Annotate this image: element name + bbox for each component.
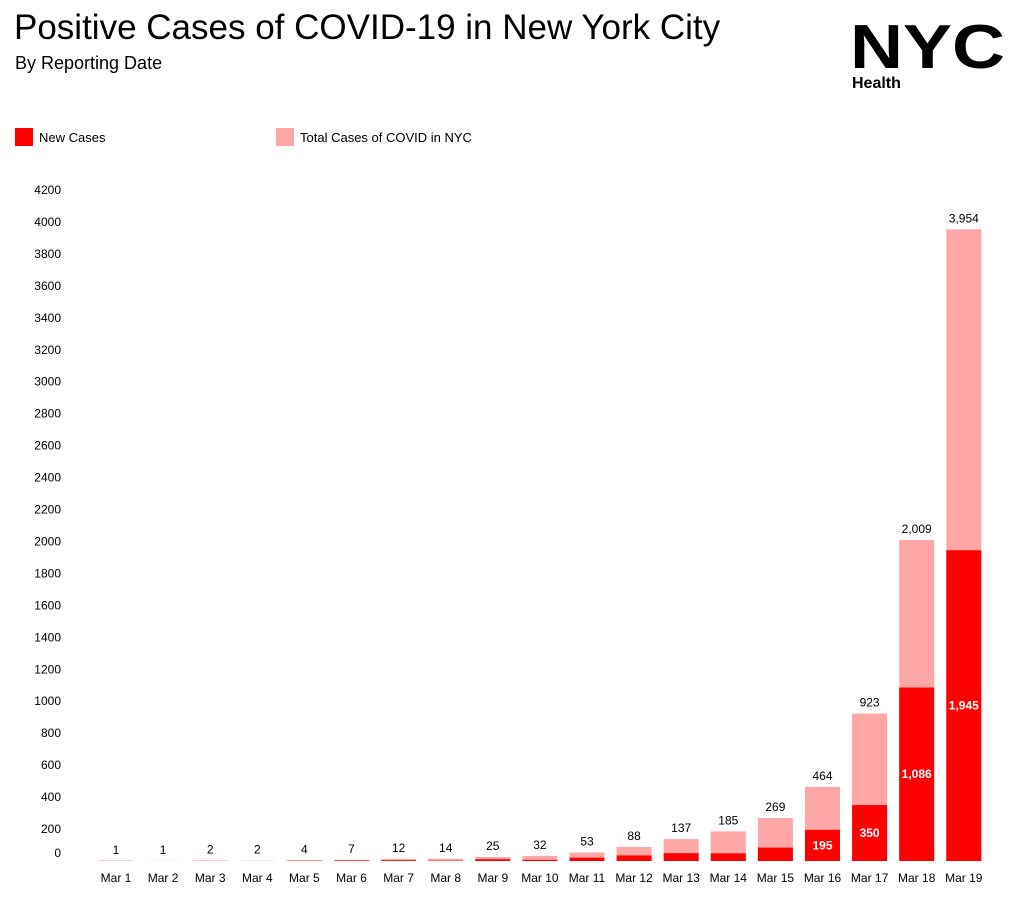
legend-total-cases: Total Cases of COVID in NYC xyxy=(276,128,472,146)
bar-total-cases xyxy=(522,855,558,861)
y-tick-label: 3200 xyxy=(34,343,61,357)
x-tick-label: Mar 18 xyxy=(898,871,936,885)
data-label-total: 464 xyxy=(812,769,832,783)
data-label-total: 923 xyxy=(860,696,880,710)
x-tick-label: Mar 19 xyxy=(945,871,983,885)
data-label-total: 185 xyxy=(718,813,738,827)
y-tick-label: 0 xyxy=(54,846,61,860)
legend-swatch-new-cases xyxy=(15,128,33,146)
data-label-total: 12 xyxy=(392,841,406,855)
bar-new-cases xyxy=(757,847,793,861)
y-tick-label: 200 xyxy=(41,822,61,836)
y-tick-label: 1800 xyxy=(34,566,61,580)
bar-new-cases xyxy=(899,687,935,861)
y-tick-label: 4200 xyxy=(34,183,61,197)
legend-new-cases: New Cases xyxy=(15,128,105,146)
data-label-new: 1,086 xyxy=(902,767,932,781)
data-label-total: 2 xyxy=(207,843,214,857)
y-tick-label: 1400 xyxy=(34,630,61,644)
data-label-total: 4 xyxy=(301,842,308,856)
x-tick-label: Mar 5 xyxy=(289,871,320,885)
x-tick-label: Mar 17 xyxy=(851,871,889,885)
bar-new-cases xyxy=(616,855,652,861)
y-tick-label: 600 xyxy=(41,758,61,772)
y-tick-label: 800 xyxy=(41,726,61,740)
data-label-total: 25 xyxy=(486,839,500,853)
bar-total-cases xyxy=(428,858,464,861)
x-tick-label: Mar 11 xyxy=(569,871,606,885)
y-tick-label: 1000 xyxy=(34,694,61,708)
x-tick-label: Mar 13 xyxy=(663,871,701,885)
bar-new-cases xyxy=(663,853,699,861)
y-tick-label: 1600 xyxy=(34,598,61,612)
x-tick-label: Mar 9 xyxy=(477,871,508,885)
y-tick-label: 1200 xyxy=(34,662,61,676)
data-label-total: 7 xyxy=(348,842,355,856)
x-tick-label: Mar 6 xyxy=(336,871,367,885)
y-tick-label: 2000 xyxy=(34,534,61,548)
bar-total-cases xyxy=(381,859,417,861)
y-tick-label: 2800 xyxy=(34,407,61,421)
y-tick-label: 3400 xyxy=(34,311,61,325)
y-tick-label: 2200 xyxy=(34,503,61,517)
data-label-total: 14 xyxy=(439,841,453,855)
bar-new-cases xyxy=(946,550,982,861)
bar-new-cases xyxy=(852,805,888,861)
x-tick-label: Mar 3 xyxy=(195,871,226,885)
data-label-new: 350 xyxy=(860,826,880,840)
y-tick-label: 4000 xyxy=(34,215,61,229)
y-tick-label: 3600 xyxy=(34,279,61,293)
bar-new-cases xyxy=(569,857,605,861)
data-label-total: 88 xyxy=(627,829,641,843)
data-label-total: 137 xyxy=(671,821,691,835)
data-label-total: 1 xyxy=(113,843,120,857)
legend-label-total-cases: Total Cases of COVID in NYC xyxy=(300,129,472,145)
chart-subtitle: By Reporting Date xyxy=(15,53,163,73)
data-label-total: 3,954 xyxy=(949,211,979,225)
data-label-new: 195 xyxy=(812,838,832,852)
nyc-health-logo: NYC Health xyxy=(850,16,1005,92)
x-tick-label: Mar 16 xyxy=(804,871,842,885)
bar-total-cases xyxy=(334,859,369,861)
x-tick-label: Mar 4 xyxy=(242,871,273,885)
chart-title: Positive Cases of COVID-19 in New York C… xyxy=(14,8,721,47)
bar-new-cases xyxy=(475,859,511,861)
y-tick-label: 2600 xyxy=(34,439,61,453)
x-tick-label: Mar 1 xyxy=(101,871,132,885)
y-tick-label: 400 xyxy=(41,790,61,804)
data-label-total: 32 xyxy=(533,838,547,852)
legend-label-new-cases: New Cases xyxy=(39,129,106,145)
bar-total-cases xyxy=(475,857,511,861)
bar-total-cases xyxy=(569,852,605,861)
data-label-total: 53 xyxy=(580,835,594,849)
x-tick-label: Mar 15 xyxy=(757,871,795,885)
x-tick-label: Mar 2 xyxy=(148,871,179,885)
y-tick-label: 2400 xyxy=(34,471,61,485)
bar-new-cases xyxy=(522,859,558,861)
bar-new-cases xyxy=(710,853,746,861)
data-label-total: 2 xyxy=(254,843,261,857)
data-label-total: 1 xyxy=(160,843,167,857)
x-tick-label: Mar 14 xyxy=(710,871,748,885)
x-tick-label: Mar 7 xyxy=(383,871,414,885)
legend-swatch-total-cases xyxy=(276,128,294,146)
logo-health-text: Health xyxy=(852,75,901,92)
data-label-total: 2,009 xyxy=(902,522,932,536)
logo-nyc-text: NYC xyxy=(850,16,1005,82)
bar-new-cases xyxy=(805,829,840,861)
x-tick-label: Mar 12 xyxy=(615,871,653,885)
data-label-total: 269 xyxy=(765,800,785,814)
y-tick-label: 3000 xyxy=(34,375,61,389)
x-tick-label: Mar 10 xyxy=(521,871,559,885)
data-label-new: 1,945 xyxy=(949,699,979,713)
y-tick-label: 3800 xyxy=(34,247,61,261)
x-tick-label: Mar 8 xyxy=(430,871,461,885)
bar-new-cases xyxy=(381,860,417,861)
